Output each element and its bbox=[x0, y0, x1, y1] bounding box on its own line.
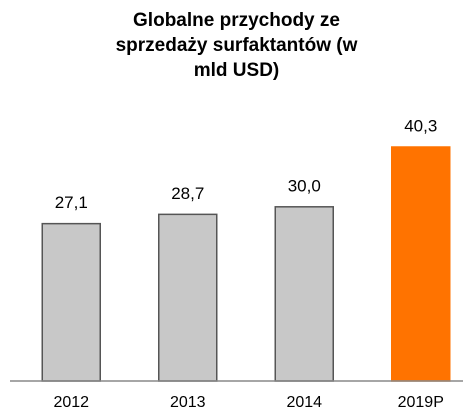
chart-title: Globalne przychody ze sprzedaży surfakta… bbox=[115, 10, 358, 81]
x-tick-label: 2013 bbox=[170, 394, 206, 411]
x-tick-label: 2014 bbox=[286, 394, 322, 411]
bar bbox=[41, 222, 101, 382]
value-label: 27,1 bbox=[55, 193, 88, 212]
value-label: 40,3 bbox=[404, 116, 437, 135]
value-label: 30,0 bbox=[288, 176, 321, 195]
value-label: 28,7 bbox=[171, 184, 204, 203]
x-tick-label: 2019P bbox=[398, 394, 444, 411]
bar bbox=[274, 206, 334, 382]
bar bbox=[391, 146, 451, 382]
x-tick-label: 2012 bbox=[53, 394, 89, 411]
bar bbox=[158, 213, 218, 382]
